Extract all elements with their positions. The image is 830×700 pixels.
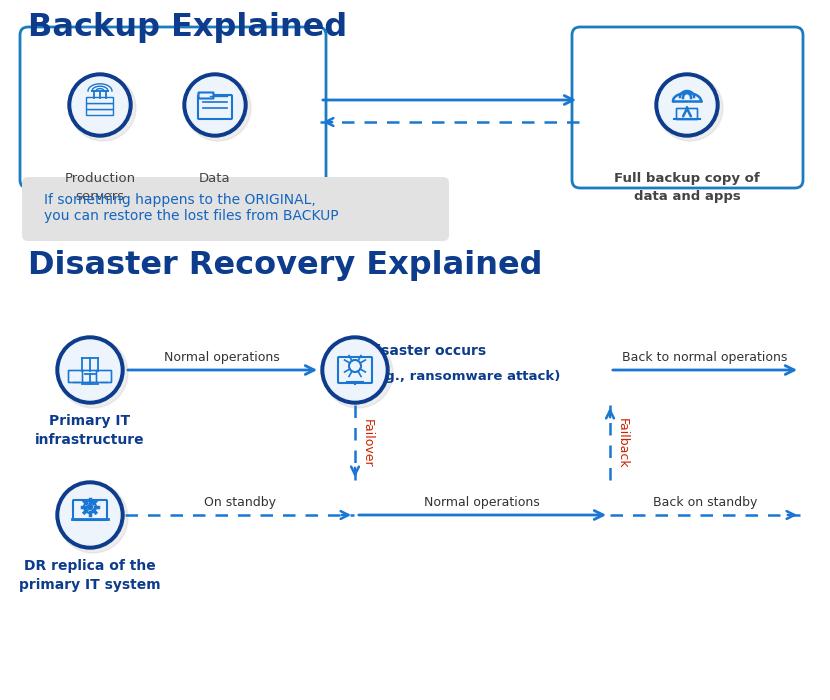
FancyBboxPatch shape — [572, 27, 803, 188]
Text: Full backup copy of
data and apps: Full backup copy of data and apps — [614, 172, 760, 203]
Text: Disaster Recovery Explained: Disaster Recovery Explained — [28, 250, 543, 281]
Text: Back to normal operations: Back to normal operations — [622, 351, 788, 364]
Text: you can restore the lost files from BACKUP: you can restore the lost files from BACK… — [44, 209, 339, 223]
Text: Normal operations: Normal operations — [164, 351, 280, 364]
FancyBboxPatch shape — [338, 357, 372, 383]
Text: DR replica of the
primary IT system: DR replica of the primary IT system — [19, 559, 161, 592]
Text: Primary IT
infrastructure: Primary IT infrastructure — [35, 414, 144, 447]
Circle shape — [56, 481, 124, 549]
Circle shape — [58, 338, 128, 408]
FancyBboxPatch shape — [198, 92, 213, 99]
Circle shape — [185, 75, 251, 141]
Circle shape — [323, 338, 393, 408]
FancyBboxPatch shape — [86, 104, 114, 109]
Circle shape — [657, 75, 723, 141]
Text: Data: Data — [199, 172, 231, 185]
FancyBboxPatch shape — [198, 95, 232, 119]
Circle shape — [58, 483, 128, 553]
Text: Back on standby: Back on standby — [653, 496, 757, 509]
Circle shape — [183, 73, 247, 137]
Circle shape — [84, 501, 96, 513]
Circle shape — [349, 360, 361, 372]
FancyBboxPatch shape — [22, 177, 449, 241]
Text: Failback: Failback — [616, 418, 629, 468]
Circle shape — [659, 77, 715, 133]
Circle shape — [87, 505, 92, 510]
Circle shape — [187, 77, 243, 133]
Circle shape — [655, 73, 719, 137]
Circle shape — [325, 340, 385, 400]
FancyBboxPatch shape — [82, 370, 97, 382]
Circle shape — [321, 336, 389, 404]
Text: Normal operations: Normal operations — [424, 496, 540, 509]
FancyBboxPatch shape — [86, 97, 114, 104]
Circle shape — [56, 336, 124, 404]
Circle shape — [60, 485, 120, 545]
Text: Failover: Failover — [361, 419, 374, 468]
Circle shape — [72, 77, 128, 133]
FancyBboxPatch shape — [676, 108, 697, 120]
FancyBboxPatch shape — [86, 109, 114, 116]
FancyBboxPatch shape — [96, 370, 111, 382]
Text: Disaster occurs: Disaster occurs — [365, 344, 486, 358]
Circle shape — [70, 75, 136, 141]
Circle shape — [68, 73, 132, 137]
Text: If something happens to the ORIGINAL,: If something happens to the ORIGINAL, — [44, 193, 315, 207]
FancyBboxPatch shape — [73, 500, 107, 520]
Text: Backup Explained: Backup Explained — [28, 12, 347, 43]
Circle shape — [60, 340, 120, 400]
FancyBboxPatch shape — [20, 27, 326, 188]
Text: Production
servers: Production servers — [65, 172, 135, 203]
FancyBboxPatch shape — [69, 370, 84, 382]
Text: (e.g., ransomware attack): (e.g., ransomware attack) — [365, 370, 560, 383]
Text: On standby: On standby — [204, 496, 276, 509]
